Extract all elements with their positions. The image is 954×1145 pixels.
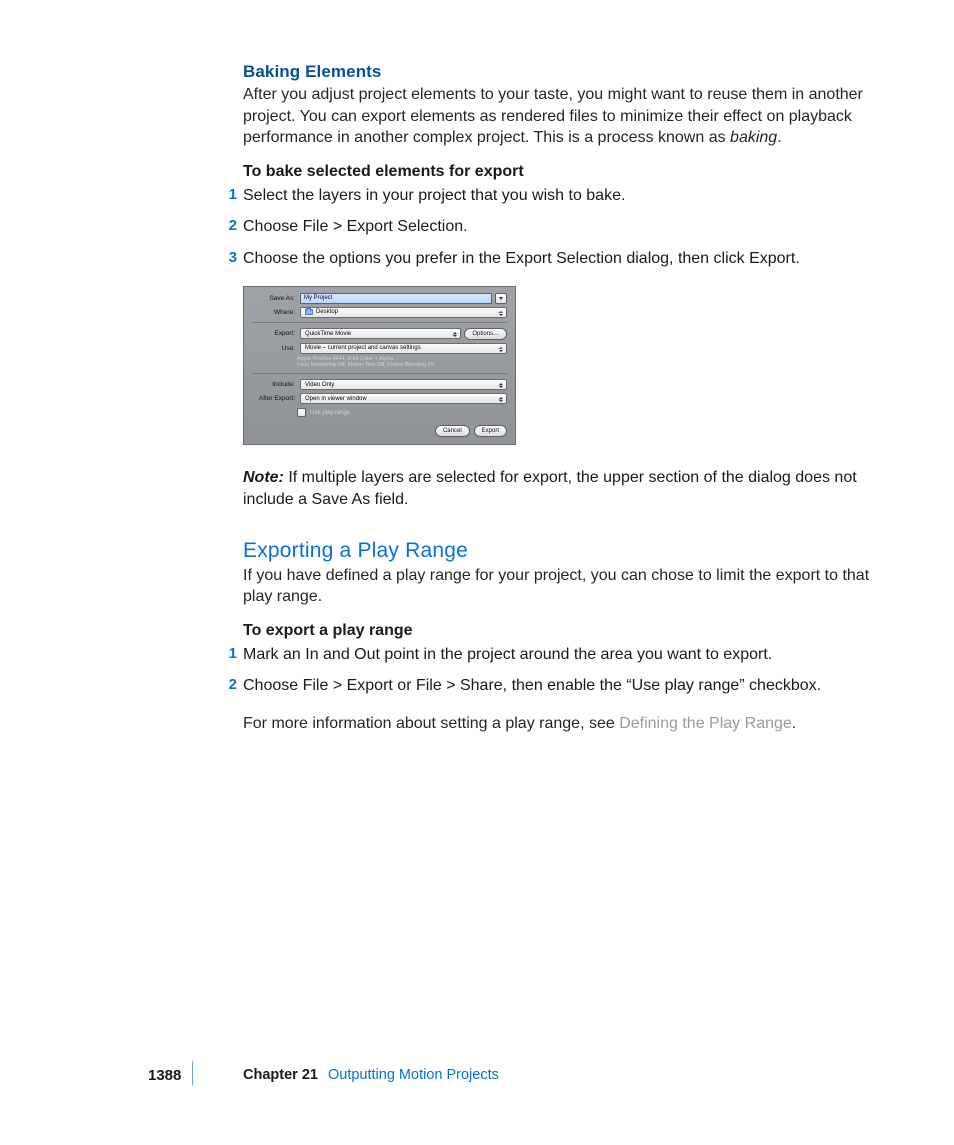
- export-value: QuickTime Movie: [305, 331, 351, 337]
- save-as-label: Save As:: [252, 295, 300, 302]
- bake-steps: 1Select the layers in your project that …: [243, 185, 879, 270]
- text: .: [792, 715, 796, 732]
- page-footer: 1388 Chapter 21 Outputting Motion Projec…: [0, 1065, 954, 1093]
- codec-summary: Apple ProRes 4444, 8-bit Color + Alpha F…: [244, 356, 515, 370]
- play-range-steps: 1Mark an In and Out point in the project…: [243, 644, 879, 697]
- chapter-title: Outputting Motion Projects: [328, 1067, 499, 1083]
- footer-rule: [192, 1061, 193, 1085]
- use-play-range-row: Use play range: [244, 408, 515, 417]
- step-item: 1Mark an In and Out point in the project…: [243, 644, 879, 666]
- use-play-range-checkbox[interactable]: [297, 408, 306, 417]
- export-dialog-figure: Save As: My Project Where: Desktop Expor…: [243, 286, 879, 446]
- link-defining-play-range[interactable]: Defining the Play Range: [619, 715, 792, 732]
- step-item: 2Choose File > Export or File > Share, t…: [243, 675, 879, 697]
- use-play-range-label: Use play range: [310, 410, 350, 416]
- page-number: 1388: [148, 1067, 181, 1084]
- heading-exporting-play-range: Exporting a Play Range: [243, 539, 879, 563]
- use-label: Use:: [252, 345, 300, 352]
- note-text: If multiple layers are selected for expo…: [243, 469, 857, 508]
- more-info: For more information about setting a pla…: [243, 713, 879, 735]
- expand-button[interactable]: [495, 293, 507, 304]
- text: For more information about setting a pla…: [243, 715, 619, 732]
- include-label: Include:: [252, 381, 300, 388]
- use-popup[interactable]: Movie – current project and canvas setti…: [300, 343, 507, 354]
- play-range-intro: If you have defined a play range for you…: [243, 565, 879, 608]
- doc-page: Baking Elements After you adjust project…: [0, 0, 954, 1145]
- chapter-label: Chapter 21: [243, 1067, 318, 1083]
- step-item: 1Select the layers in your project that …: [243, 185, 879, 207]
- step-item: 2Choose File > Export Selection.: [243, 216, 879, 238]
- after-value: Open in viewer window: [305, 396, 367, 402]
- step-number: 1: [223, 644, 237, 664]
- after-export-popup[interactable]: Open in viewer window: [300, 393, 507, 404]
- where-popup[interactable]: Desktop: [300, 307, 507, 318]
- include-popup[interactable]: Video Only: [300, 379, 507, 390]
- step-number: 2: [223, 675, 237, 695]
- export-button[interactable]: Export: [474, 425, 507, 437]
- where-value: Desktop: [316, 309, 338, 315]
- export-popup[interactable]: QuickTime Movie: [300, 328, 461, 339]
- task-heading-bake: To bake selected elements for export: [243, 163, 879, 181]
- heading-baking-elements: Baking Elements: [243, 62, 879, 82]
- after-export-label: After Export:: [252, 395, 300, 402]
- text: .: [777, 129, 781, 146]
- note: Note: If multiple layers are selected fo…: [243, 467, 879, 510]
- baking-intro: After you adjust project elements to you…: [243, 84, 879, 149]
- step-text: Choose the options you prefer in the Exp…: [243, 250, 800, 267]
- text-em: baking: [730, 129, 777, 146]
- save-as-field[interactable]: My Project: [300, 293, 492, 304]
- step-text: Choose File > Export Selection.: [243, 218, 468, 235]
- cancel-button[interactable]: Cancel: [435, 425, 470, 437]
- step-number: 1: [223, 185, 237, 205]
- folder-icon: [305, 309, 313, 315]
- export-label: Export:: [252, 330, 300, 337]
- step-number: 2: [223, 216, 237, 236]
- note-label: Note:: [243, 469, 288, 486]
- step-number: 3: [223, 248, 237, 268]
- step-text: Mark an In and Out point in the project …: [243, 646, 772, 663]
- task-heading-play-range: To export a play range: [243, 622, 879, 640]
- where-label: Where:: [252, 309, 300, 316]
- options-button[interactable]: Options…: [464, 328, 507, 340]
- step-item: 3Choose the options you prefer in the Ex…: [243, 248, 879, 270]
- step-text: Choose File > Export or File > Share, th…: [243, 677, 821, 694]
- step-text: Select the layers in your project that y…: [243, 187, 625, 204]
- include-value: Video Only: [305, 382, 334, 388]
- divider: [252, 322, 507, 323]
- export-selection-dialog: Save As: My Project Where: Desktop Expor…: [243, 286, 516, 446]
- use-value: Movie – current project and canvas setti…: [305, 345, 421, 351]
- divider: [252, 373, 507, 374]
